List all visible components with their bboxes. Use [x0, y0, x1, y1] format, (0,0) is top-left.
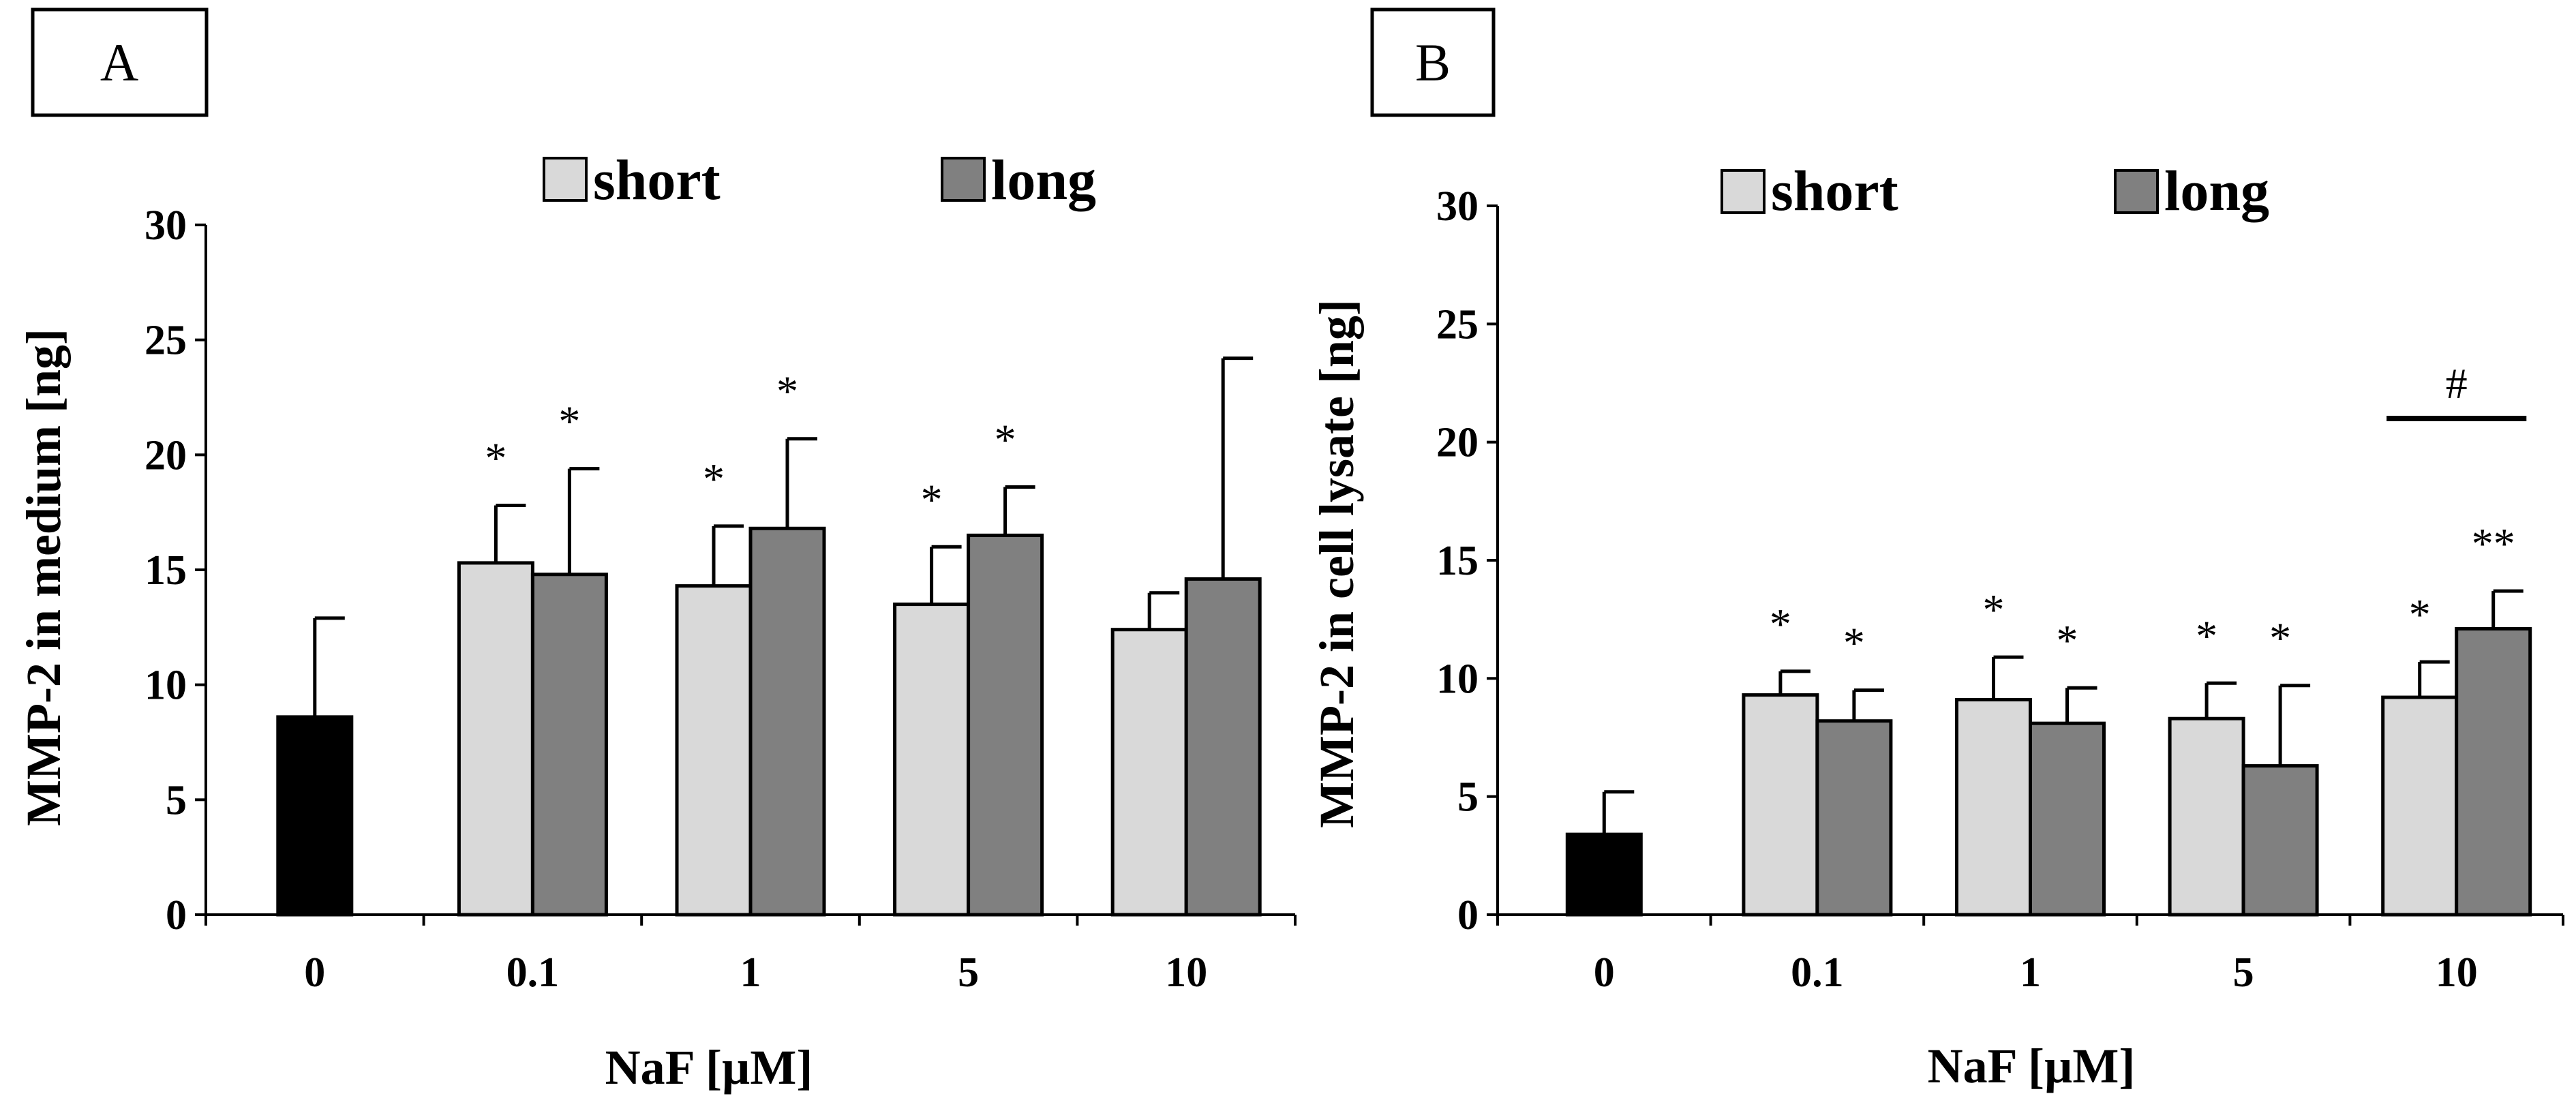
panel-a-bar-long [748, 526, 826, 917]
panel-b-x-tick-label: 10 [2436, 949, 2478, 996]
panel-b-significance-marker: ** [2472, 519, 2515, 568]
panel-b-significance-marker: * [1843, 619, 1865, 667]
panel-b-significance-marker: * [2196, 611, 2217, 660]
panel-b-x-tick-label: 0 [1594, 949, 1615, 996]
panel-b-label-box [1370, 7, 1496, 117]
panel-a-label-box [31, 7, 209, 117]
panel-b-legend-swatch-short [1721, 169, 1766, 214]
panel-b-y-tick-label: 15 [1436, 538, 1479, 584]
panel-b-y-tick-label: 5 [1457, 774, 1479, 821]
panel-a: A short long MMP-2 in medium [ng] NaF [µ… [16, 7, 1297, 1095]
panel-b-bar-control [1565, 832, 1643, 917]
panel-a-significance-marker: * [995, 416, 1016, 464]
panel-b-bar-short [1955, 698, 2032, 917]
panel-b-x-tick-label: 5 [2233, 949, 2254, 996]
panel-b-legend-label-long: long [2164, 159, 2269, 223]
panel-a-legend-swatch-short [543, 157, 588, 202]
panel-a-significance-marker: * [485, 434, 506, 483]
panel-a-significance-marker: * [703, 455, 725, 503]
panel-b-y-tick-label: 30 [1436, 183, 1479, 230]
panel-a-y-tick-label: 25 [145, 318, 187, 364]
panel-b-significance-marker: * [1770, 600, 1791, 648]
panel-b-y-tick-label: 20 [1436, 420, 1479, 466]
panel-b-x-axis-title: NaF [µM] [1928, 1039, 2136, 1093]
panel-a-bar-long [967, 533, 1044, 917]
panel-a-significance-marker: * [776, 367, 798, 416]
panel-a-bar-control [276, 715, 354, 917]
panel-a-x-tick-label: 0.1 [506, 949, 560, 996]
panel-a-significance-marker: * [558, 397, 580, 446]
panel-b-bar-long [2029, 721, 2106, 917]
panel-a-legend-label-long: long [991, 149, 1096, 212]
panel-b-significance-marker: * [1983, 585, 2005, 634]
panel-b-bar-long [1815, 719, 1893, 917]
panel-a-y-tick-label: 30 [145, 202, 187, 249]
panel-b-y-tick-label: 0 [1457, 892, 1479, 939]
panel-a-y-tick-label: 0 [166, 892, 187, 939]
panel-b-legend-label-short: short [1771, 159, 1898, 223]
panel-a-x-tick-label: 10 [1165, 949, 1207, 996]
panel-a-x-tick-label: 1 [740, 949, 761, 996]
panel-a-bar-long [530, 573, 608, 917]
panel-b-bar-short [1742, 693, 1819, 917]
panel-b-y-axis-title: MMP-2 in cell lysate [ng] [1309, 299, 1364, 828]
panel-a-x-axis-title: NaF [µM] [605, 1040, 813, 1095]
panel-b-bar-long [2241, 764, 2319, 917]
panel-a-y-tick-label: 15 [145, 547, 187, 594]
panel-a-bar-long [1184, 577, 1262, 917]
panel-a-x-tick-label: 5 [958, 949, 979, 996]
panel-a-significance-marker: * [921, 475, 943, 523]
panel-a-bar-short [893, 603, 971, 917]
panel-a-label: A [100, 33, 138, 92]
panel-a-bar-short [675, 584, 753, 917]
panel-a-y-tick-label: 20 [145, 432, 187, 478]
panel-a-bar-short [1110, 628, 1188, 917]
panel-b-x-tick-label: 0.1 [1791, 949, 1844, 996]
panel-a-legend-label-short: short [593, 149, 721, 212]
panel-a-y-tick-label: 5 [166, 777, 187, 823]
panel-b-y-tick-label: 25 [1436, 301, 1479, 348]
panel-b-significance-marker: * [2057, 616, 2078, 665]
panel-b-x-tick-label: 1 [2020, 949, 2041, 996]
panel-b-bar-short [2381, 695, 2459, 917]
panel-a-bar-short [457, 561, 534, 917]
panel-b-comparison-label: # [2446, 359, 2468, 408]
panel-a-legend-swatch-long [941, 157, 986, 202]
panel-a-y-axis-title: MMP-2 in medium [ng] [16, 329, 71, 826]
panel-b: B short long MMP-2 in cell lysate [ng] N… [1309, 7, 2564, 1093]
panel-b-significance-marker: * [2409, 590, 2431, 639]
panel-b-legend-swatch-long [2114, 169, 2159, 214]
panel-a-y-tick-label: 10 [145, 663, 187, 709]
panel-b-significance-marker: * [2269, 614, 2291, 663]
panel-b-label: B [1415, 33, 1451, 92]
panel-b-bar-long [2455, 627, 2532, 917]
panel-b-y-tick-label: 10 [1436, 656, 1479, 702]
panel-b-bar-short [2168, 716, 2245, 917]
panel-a-x-tick-label: 0 [304, 949, 325, 996]
